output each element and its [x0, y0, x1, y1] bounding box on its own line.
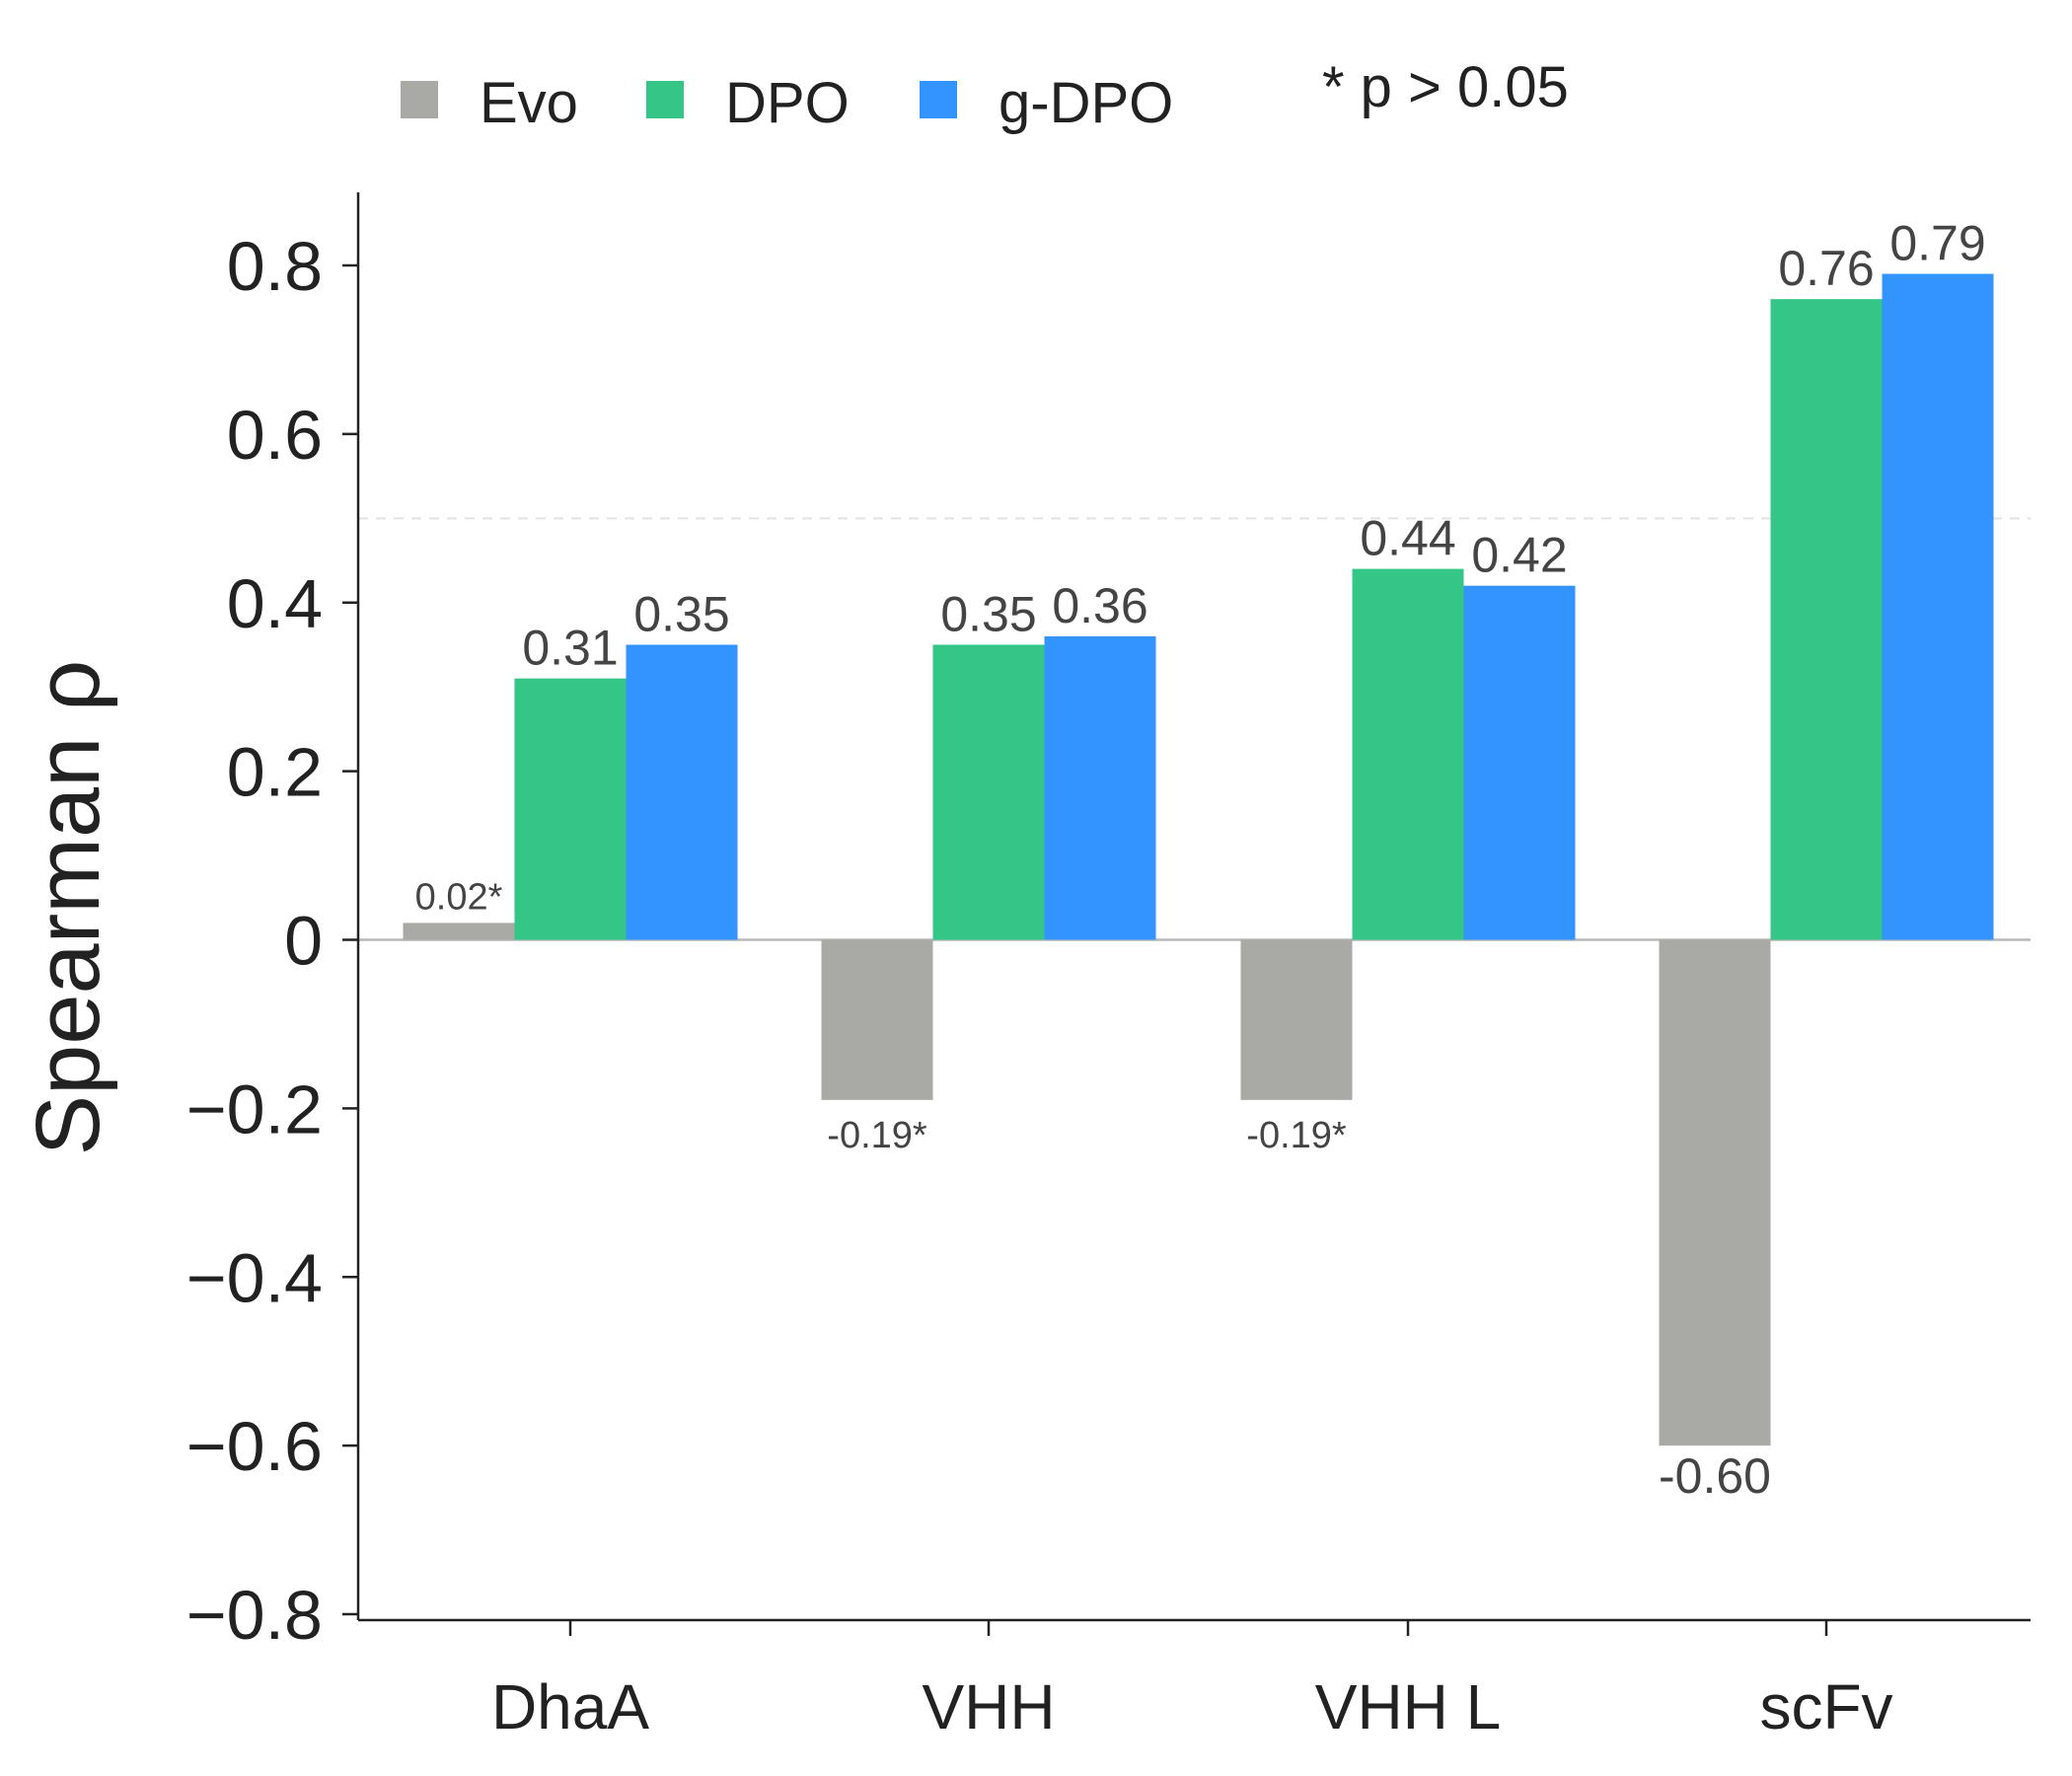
bar-value-label: 0.44: [1360, 511, 1455, 566]
bars: [403, 273, 1994, 1446]
significance-note: * p > 0.05: [1322, 55, 1569, 119]
legend-label-dpo: DPO: [725, 71, 850, 135]
legend-swatch-evo: [401, 81, 438, 118]
bar-value-label: -0.19*: [1246, 1115, 1347, 1156]
x-tick-label-vhh: VHH: [922, 1671, 1055, 1742]
bar-g-dpo-dhaa: [626, 644, 738, 940]
legend-swatch-dpo: [646, 81, 684, 118]
bar-g-dpo-vhh: [1044, 635, 1156, 940]
bar-value-label: 0.35: [940, 586, 1036, 641]
y-tick-label: 0.2: [227, 734, 323, 811]
bar-evo-dhaa: [403, 923, 515, 940]
legend: Evo DPO g-DPO: [401, 71, 1173, 135]
y-tick-label: −0.8: [186, 1577, 323, 1654]
y-axis-label: Spearman ρ: [18, 660, 118, 1155]
bar-value-label: 0.31: [522, 621, 618, 676]
bar-value-label: 0.42: [1471, 528, 1567, 583]
legend-label-evo: Evo: [480, 71, 578, 135]
bar-evo-vhh-l: [1240, 939, 1353, 1100]
legend-swatch-g-dpo: [920, 81, 957, 118]
bar-evo-scfv: [1659, 939, 1771, 1446]
y-tick-label: −0.2: [186, 1071, 323, 1147]
bar-value-label: 0.35: [633, 586, 729, 641]
y-tick-label: −0.6: [186, 1408, 323, 1485]
bar-value-label: 0.79: [1889, 216, 1985, 271]
legend-label-g-dpo: g-DPO: [999, 71, 1173, 135]
y-tick-label: 0.6: [227, 397, 323, 474]
bar-dpo-vhh: [932, 644, 1045, 940]
bar-g-dpo-vhh-l: [1463, 585, 1576, 940]
bar-dpo-scfv: [1770, 299, 1883, 940]
bar-g-dpo-scfv: [1882, 273, 1994, 940]
x-tick-label-vhh-l: VHH L: [1315, 1671, 1502, 1742]
x-tick-label-scfv: scFv: [1759, 1671, 1892, 1742]
bar-value-label: 0.36: [1052, 578, 1147, 633]
y-tick-label: 0.8: [227, 228, 323, 305]
bar-value-label: -0.19*: [827, 1115, 927, 1156]
bar-evo-vhh: [821, 939, 933, 1100]
x-tick-label-dhaa: DhaA: [491, 1671, 649, 1742]
bar-value-labels: 0.02* 0.31 0.35 -0.19* 0.35 0.36 -0.19* 0.44 0.4…: [415, 216, 1986, 1505]
y-tick-label: 0: [284, 903, 323, 980]
y-tick-label: 0.4: [227, 565, 323, 642]
bar-dpo-dhaa: [514, 678, 627, 940]
axes: DhaA VHH VHH L scFv −0.8 −0.6 −0.4 −0.2 0 0.2 0.4 0…: [186, 192, 2031, 1742]
bar-value-label: 0.76: [1778, 241, 1874, 296]
bar-value-label: -0.60: [1659, 1448, 1771, 1504]
bar-value-label: 0.02*: [415, 876, 503, 918]
y-tick-label: −0.4: [186, 1239, 323, 1316]
bar-dpo-vhh-l: [1352, 568, 1464, 940]
